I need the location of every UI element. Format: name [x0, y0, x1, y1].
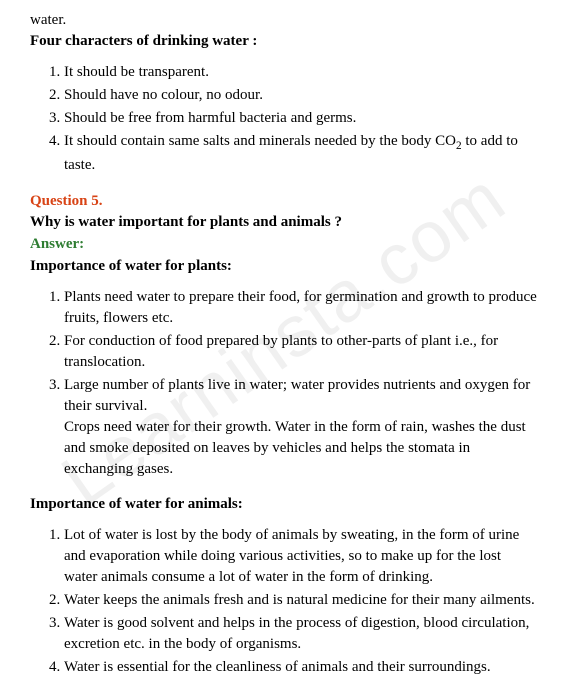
list-animals: Lot of water is lost by the body of anim… [46, 525, 538, 678]
intro-fragment: water. [30, 10, 538, 31]
list-item: Water is good solvent and helps in the p… [64, 613, 538, 655]
question-text: Why is water important for plants and an… [30, 212, 538, 233]
heading-plants: Importance of water for plants: [30, 256, 538, 277]
document-content: water. Four characters of drinking water… [30, 10, 538, 678]
list-characters: It should be transparent. Should have no… [46, 62, 538, 176]
list-plants: Plants need water to prepare their food,… [46, 287, 538, 480]
heading-characters: Four characters of drinking water : [30, 31, 538, 52]
list-item: Should have no colour, no odour. [64, 85, 538, 106]
list-item: Water is essential for the cleanliness o… [64, 657, 538, 678]
list-item: Should be free from harmful bacteria and… [64, 108, 538, 129]
list-item: It should contain same salts and mineral… [64, 131, 538, 176]
question-number: Question 5. [30, 190, 538, 213]
list-item: Lot of water is lost by the body of anim… [64, 525, 538, 588]
list-item: For conduction of food prepared by plant… [64, 331, 538, 373]
list-item: Water keeps the animals fresh and is nat… [64, 590, 538, 611]
list-item: Large number of plants live in water; wa… [64, 375, 538, 480]
list-item: It should be transparent. [64, 62, 538, 83]
answer-label: Answer: [30, 233, 538, 256]
heading-animals: Importance of water for animals: [30, 494, 538, 515]
list-item: Plants need water to prepare their food,… [64, 287, 538, 329]
